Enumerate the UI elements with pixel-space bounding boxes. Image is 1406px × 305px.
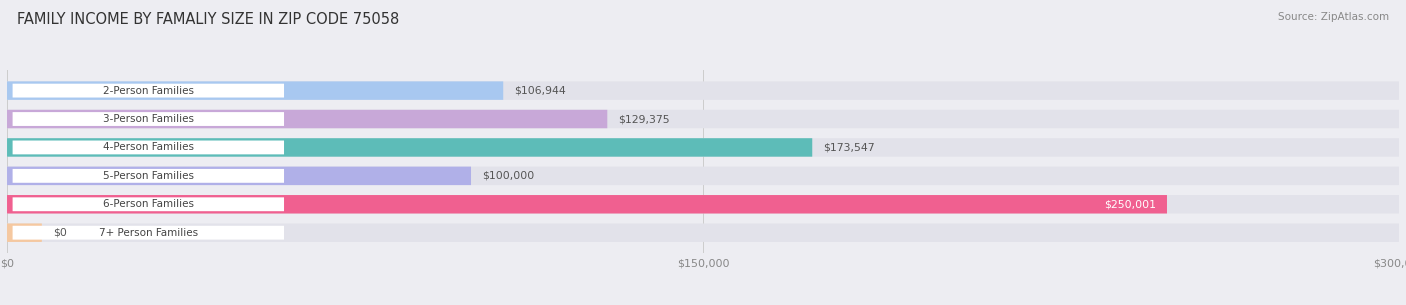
FancyBboxPatch shape xyxy=(13,112,284,126)
FancyBboxPatch shape xyxy=(7,224,42,242)
FancyBboxPatch shape xyxy=(13,226,284,240)
Text: 3-Person Families: 3-Person Families xyxy=(103,114,194,124)
FancyBboxPatch shape xyxy=(7,167,471,185)
FancyBboxPatch shape xyxy=(7,81,1399,100)
FancyBboxPatch shape xyxy=(7,110,607,128)
FancyBboxPatch shape xyxy=(7,195,1167,214)
Text: FAMILY INCOME BY FAMALIY SIZE IN ZIP CODE 75058: FAMILY INCOME BY FAMALIY SIZE IN ZIP COD… xyxy=(17,12,399,27)
FancyBboxPatch shape xyxy=(13,197,284,211)
FancyBboxPatch shape xyxy=(7,138,1399,157)
FancyBboxPatch shape xyxy=(13,169,284,183)
FancyBboxPatch shape xyxy=(7,110,1399,128)
Text: $129,375: $129,375 xyxy=(619,114,671,124)
FancyBboxPatch shape xyxy=(7,138,813,157)
Text: $173,547: $173,547 xyxy=(824,142,875,152)
Text: 6-Person Families: 6-Person Families xyxy=(103,199,194,209)
Text: Source: ZipAtlas.com: Source: ZipAtlas.com xyxy=(1278,12,1389,22)
Text: $0: $0 xyxy=(53,228,67,238)
FancyBboxPatch shape xyxy=(7,81,503,100)
Text: 7+ Person Families: 7+ Person Families xyxy=(98,228,198,238)
Text: $106,944: $106,944 xyxy=(515,86,567,95)
Text: $100,000: $100,000 xyxy=(482,171,534,181)
FancyBboxPatch shape xyxy=(7,167,1399,185)
Text: 2-Person Families: 2-Person Families xyxy=(103,86,194,95)
FancyBboxPatch shape xyxy=(13,84,284,98)
Text: 4-Person Families: 4-Person Families xyxy=(103,142,194,152)
FancyBboxPatch shape xyxy=(7,195,1399,214)
Text: $250,001: $250,001 xyxy=(1104,199,1156,209)
FancyBboxPatch shape xyxy=(13,141,284,154)
FancyBboxPatch shape xyxy=(7,224,1399,242)
Text: 5-Person Families: 5-Person Families xyxy=(103,171,194,181)
